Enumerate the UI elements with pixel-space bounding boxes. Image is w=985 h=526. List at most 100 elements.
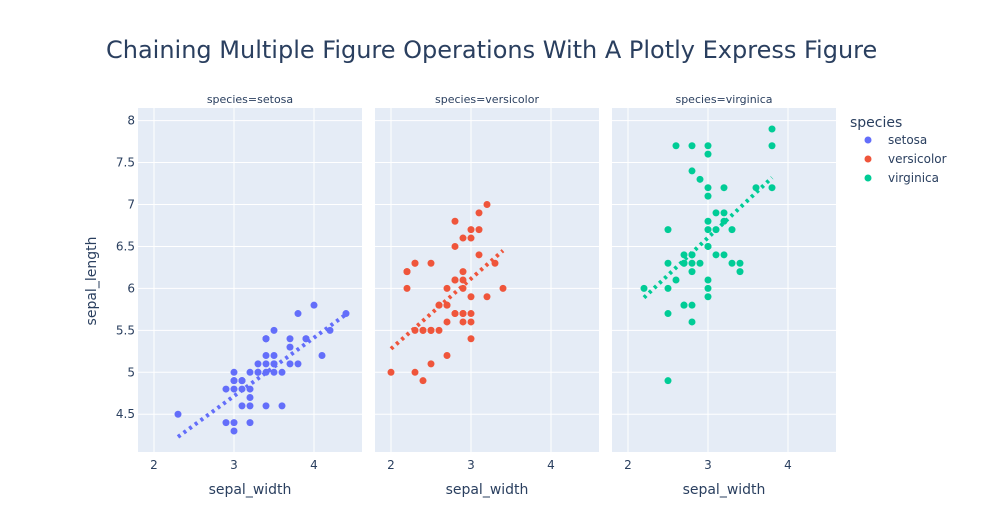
scatter-point [459,268,467,276]
scatter-point [286,360,294,368]
legend-label: setosa [888,133,927,147]
scatter-point [720,209,728,217]
legend-label: versicolor [888,152,947,166]
scatter-point [728,259,736,267]
scatter-point [451,276,459,284]
legend-item[interactable]: versicolor [864,152,947,166]
scatter-point [467,318,475,326]
scatter-point [467,293,475,301]
scatter-point [294,310,302,318]
scatter-point [768,142,776,150]
scatter-point [230,385,238,393]
scatter-point [230,377,238,385]
x-tick-label: 4 [547,458,555,472]
scatter-point [403,284,411,292]
scatter-point [688,268,696,276]
x-axis-title: sepal_width [209,482,292,498]
scatter-point [664,259,672,267]
scatter-point [427,360,435,368]
facet-panel: 2 3 4 species=virginica sepal_width [612,93,836,498]
scatter-point [704,150,712,158]
y-axis-title: sepal_length [84,237,100,326]
facet-panel: 2 3 4 species=versicolor sepal_width [375,93,599,498]
y-tick-label: 4.5 [116,407,135,421]
scatter-point [262,402,270,410]
scatter-point [688,318,696,326]
scatter-point [736,259,744,267]
facet-panel: 4.5 5 5.5 6 6.5 7 7.5 8 2 3 4 species=setosa sepal_w… [116,93,362,498]
scatter-point [467,310,475,318]
scatter-point [720,251,728,259]
facet-title: species=virginica [675,93,772,106]
scatter-point [483,293,491,301]
x-tick-label: 2 [387,458,395,472]
legend-marker [864,174,872,182]
legend[interactable]: species setosa versicolor virginica [850,115,947,185]
scatter-point [459,234,467,242]
scatter-point [286,335,294,343]
scatter-point [427,326,435,334]
scatter-point [230,427,238,435]
legend-marker [864,155,872,163]
scatter-point [451,310,459,318]
scatter-point [270,326,278,334]
scatter-point [435,326,443,334]
scatter-point [704,217,712,225]
scatter-point [680,301,688,309]
scatter-point [728,226,736,234]
x-tick-label: 4 [784,458,792,472]
scatter-point [222,419,230,427]
scatter-point [696,175,704,183]
scatter-point [672,276,680,284]
y-tick-label: 7.5 [116,156,135,170]
scatter-point [286,343,294,351]
scatter-point [443,352,451,360]
facet-title: species=setosa [207,93,293,106]
legend-item[interactable]: setosa [864,133,928,147]
scatter-point [238,402,246,410]
x-tick-label: 2 [150,458,158,472]
scatter-point [483,200,491,208]
plot-background [612,108,836,452]
scatter-point [459,310,467,318]
x-tick-label: 3 [230,458,238,472]
scatter-point [688,142,696,150]
scatter-point [411,259,419,267]
scatter-point [467,226,475,234]
scatter-point [419,326,427,334]
scatter-point [688,167,696,175]
y-tick-label: 6 [127,281,135,295]
scatter-point [688,259,696,267]
scatter-point [672,142,680,150]
scatter-point [326,326,334,334]
x-tick-label: 3 [704,458,712,472]
y-tick-label: 7 [127,197,135,211]
scatter-point [451,217,459,225]
scatter-point [475,209,483,217]
scatter-point [768,184,776,192]
scatter-point [270,352,278,360]
legend-item[interactable]: virginica [864,171,940,185]
scatter-point [443,284,451,292]
scatter-point [174,410,182,418]
x-tick-label: 4 [310,458,318,472]
scatter-point [427,259,435,267]
scatter-point [704,192,712,200]
scatter-point [475,251,483,259]
scatter-point [238,377,246,385]
scatter-point [387,368,395,376]
x-axis-title: sepal_width [683,482,766,498]
scatter-point [640,284,648,292]
scatter-point [459,318,467,326]
scatter-point [246,402,254,410]
scatter-point [688,301,696,309]
scatter-point [704,242,712,250]
scatter-point [310,301,318,309]
scatter-point [704,226,712,234]
scatter-point [664,377,672,385]
chart-title: Chaining Multiple Figure Operations With… [106,36,877,64]
scatter-point [278,402,286,410]
scatter-point [712,209,720,217]
